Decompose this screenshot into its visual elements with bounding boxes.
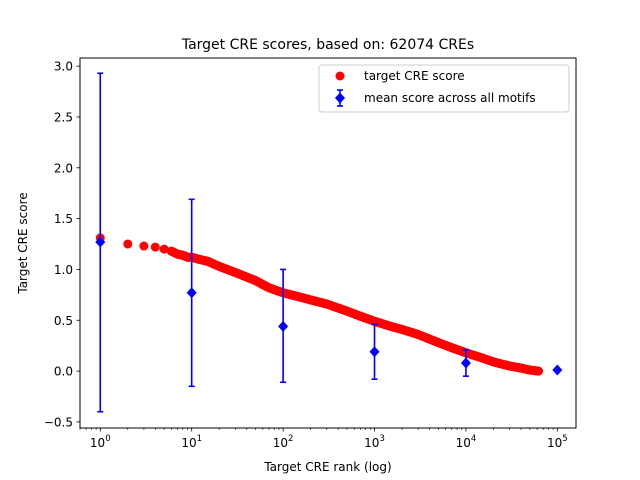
plot-frame bbox=[79, 57, 577, 429]
x-axis: 100 101 102 103 104 105 bbox=[79, 428, 568, 450]
x-tick-label: 101 bbox=[181, 434, 202, 450]
legend: target CRE score mean score across all m… bbox=[318, 64, 570, 113]
x-tick-label: 105 bbox=[547, 434, 568, 450]
x-tick-label: 103 bbox=[364, 434, 385, 450]
score-point bbox=[150, 242, 160, 252]
y-tick-label: 1.5 bbox=[54, 212, 73, 226]
legend-frame bbox=[318, 64, 570, 113]
y-tick-label: 0.0 bbox=[54, 365, 73, 379]
y-axis: −0.5 0.0 0.5 1.0 1.5 2.0 2.5 3.0 bbox=[44, 60, 80, 429]
score-point bbox=[123, 239, 133, 249]
x-tick-label: 100 bbox=[90, 434, 111, 450]
y-tick-label: 2.0 bbox=[54, 161, 73, 175]
legend-diamond bbox=[335, 92, 345, 104]
mean-score-point bbox=[369, 346, 380, 358]
score-point bbox=[139, 241, 149, 251]
score-point bbox=[159, 244, 169, 254]
x-tick-label: 104 bbox=[456, 434, 477, 450]
chart-title: Target CRE scores, based on: 62074 CREs bbox=[181, 37, 474, 53]
y-axis-label: Target CRE score bbox=[16, 192, 30, 294]
legend-label-target-cre-score: target CRE score bbox=[364, 69, 465, 83]
mean-score-point bbox=[552, 364, 563, 376]
x-axis-label: Target CRE rank (log) bbox=[263, 460, 391, 474]
mean-score-point bbox=[186, 287, 197, 299]
y-tick-label: 1.0 bbox=[54, 263, 73, 277]
plot-area bbox=[95, 72, 563, 413]
legend-marker-mean-score bbox=[335, 89, 345, 107]
mean-score-point bbox=[278, 320, 289, 332]
y-tick-label: −0.5 bbox=[44, 415, 73, 429]
legend-label-mean-score: mean score across all motifs bbox=[364, 91, 536, 105]
mean-score-point bbox=[460, 357, 471, 369]
y-tick-label: 2.5 bbox=[54, 110, 73, 124]
y-tick-label: 0.5 bbox=[54, 314, 73, 328]
legend-marker-target-cre-score bbox=[335, 71, 345, 81]
x-tick-label: 102 bbox=[273, 434, 294, 450]
score-point bbox=[533, 366, 543, 376]
y-tick-label: 3.0 bbox=[54, 60, 73, 74]
mean-score-point bbox=[95, 236, 106, 248]
